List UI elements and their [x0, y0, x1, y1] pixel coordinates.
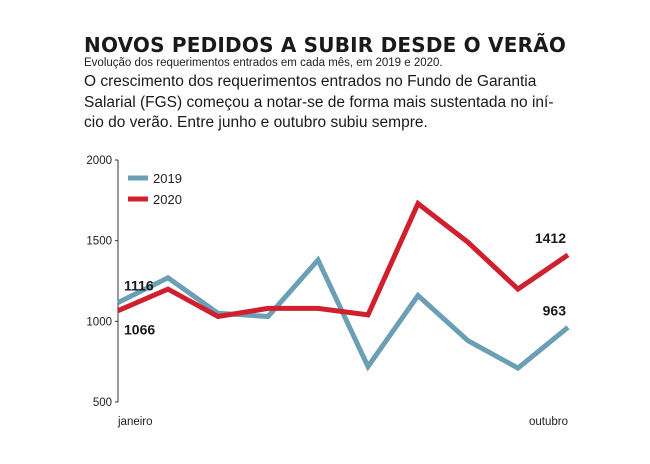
chart-subtitle: Evolução dos requerimentos entrados em c…	[84, 57, 443, 69]
series-layer	[116, 199, 570, 372]
x-tick-label: outubro	[529, 416, 568, 428]
legend-label: 2019	[153, 171, 182, 186]
data-label: 963	[543, 302, 567, 318]
lede-paragraph: O crescimento dos requerimentos entrados…	[84, 72, 584, 134]
chart-title: NOVOS PEDIDOS A SUBIR DESDE O VERÃO	[84, 33, 567, 57]
legend-label: 2020	[153, 192, 182, 207]
series-line-2020	[117, 199, 570, 320]
y-tick-label: 500	[93, 397, 112, 409]
y-tick-label: 1000	[86, 316, 112, 328]
data-label: 1066	[124, 322, 155, 338]
lede-line: O crescimento dos requerimentos entrados…	[84, 73, 537, 90]
data-label: 1116	[124, 278, 154, 294]
y-tick-label: 2000	[86, 155, 112, 167]
x-tick-label: janeiro	[117, 416, 153, 428]
lede-line: cio do verão. Entre junho e outubro subi…	[84, 114, 428, 131]
annotation-layer: 1116 1066 1412 963	[124, 230, 566, 338]
lede-line: Salarial (FGS) começou a notar-se de for…	[84, 93, 554, 111]
axis-layer: 500 1000 1500 2000 janeiro outubro	[86, 155, 568, 428]
legend: 2019 2020	[128, 171, 182, 207]
y-tick-label: 1500	[86, 236, 112, 248]
data-label: 1412	[535, 230, 566, 246]
